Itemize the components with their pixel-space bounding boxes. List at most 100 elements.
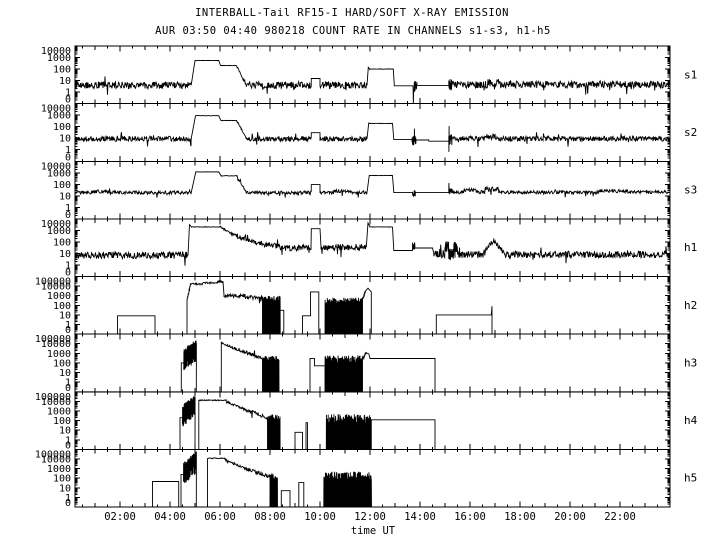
x-tick-label-1200: 12:00 (354, 511, 386, 523)
y-tick-label-s3: 1 (65, 203, 71, 214)
y-tick-label-s2: 1 (65, 145, 71, 156)
x-tick-label-0600: 06:00 (204, 511, 236, 523)
y-tick-label-h2: 1000 (47, 291, 71, 302)
channel-label-h5: h5 (684, 472, 697, 485)
y-tick-label-s1: 1000 (47, 53, 71, 64)
y-tick-label-h5: 100000 (35, 449, 71, 460)
y-tick-label-h4: 10000 (41, 397, 71, 408)
y-tick-label-h2: 10 (59, 310, 71, 321)
x-axis-title: time UT (351, 525, 396, 537)
y-tick-label-h3: 10 (59, 368, 71, 379)
y-tick-label-h4: 1 (65, 435, 71, 446)
x-tick-label-2200: 22:00 (604, 511, 636, 523)
y-tick-label-s1: 10000 (41, 46, 71, 57)
channel-label-h1: h1 (684, 241, 697, 254)
panel-frame-s1 (74, 45, 671, 105)
y-tick-label-h2: 100000 (35, 277, 71, 288)
y-tick-label-h3: 100000 (35, 334, 71, 345)
y-tick-label-h1: 10 (59, 249, 71, 260)
panel-ticks-s2 (75, 103, 670, 162)
x-tick-label-1800: 18:00 (504, 511, 536, 523)
y-tick-label-h1: 100 (53, 237, 71, 248)
channel-label-s2: s2 (684, 126, 697, 139)
y-tick-label-h5: 100 (53, 474, 71, 485)
y-tick-label-h3: 0 (65, 383, 71, 394)
y-tick-label-h3: 100 (53, 358, 71, 369)
y-tick-label-h2: 10000 (41, 282, 71, 293)
panel-ticks-h3 (75, 333, 670, 393)
y-tick-label-h3: 1 (65, 378, 71, 389)
y-tick-label-h5: 0 (65, 498, 71, 509)
series-h2 (75, 279, 669, 335)
x-axis-tick-labels: 02:00 04:00 06:00 08:00 10:00 12:00 14:00 16:00… (104, 511, 636, 523)
panel-ticks-h1 (75, 218, 670, 277)
panel-ticks-h5 (75, 448, 670, 508)
series-h3 (75, 340, 669, 393)
y-tick-label-s1: 100 (53, 65, 71, 76)
y-tick-label-s3: 100 (53, 180, 71, 191)
y-tick-label-s2: 100 (53, 122, 71, 133)
y-tick-label-s2: 10000 (41, 104, 71, 115)
y-tick-label-h2: 100 (53, 301, 71, 312)
y-tick-label-h4: 0 (65, 440, 71, 451)
series-s2 (74, 115, 669, 152)
y-tick-label-h2: 1 (65, 320, 71, 331)
panel-ticks-h4 (75, 391, 670, 450)
x-tick-label-2000: 20:00 (554, 511, 586, 523)
y-tick-label-h5: 1000 (47, 464, 71, 475)
y-tick-label-s3: 1000 (47, 168, 71, 179)
y-tick-label-s1: 10 (59, 76, 71, 87)
y-tick-label-s3: 10000 (41, 161, 71, 172)
y-tick-label-h3: 1000 (47, 349, 71, 360)
y-tick-label-h1: 0 (65, 268, 71, 279)
panel-ticks-s1 (75, 45, 670, 105)
x-tick-label-1400: 14:00 (404, 511, 436, 523)
y-tick-label-s2: 0 (65, 152, 71, 163)
y-tick-label-s2: 1000 (47, 111, 71, 122)
chart-subtitle: AUR 03:50 04:40 980218 COUNT RATE IN CHA… (155, 25, 551, 37)
y-tick-label-h1: 1 (65, 261, 71, 272)
panel-frame-h2 (74, 276, 671, 335)
y-tick-label-h4: 100 (53, 416, 71, 427)
y-tick-label-s3: 0 (65, 210, 71, 221)
series-s1 (74, 59, 670, 104)
panel-frame-s2 (74, 103, 671, 162)
panel-frame-h1 (74, 218, 671, 277)
series-h5 (75, 451, 669, 508)
y-tick-label-s1: 1 (65, 88, 71, 99)
x-tick-label-0400: 04:00 (154, 511, 186, 523)
x-tick-label-1600: 16:00 (454, 511, 486, 523)
x-tick-label-0800: 08:00 (254, 511, 286, 523)
channel-label-h4: h4 (684, 414, 698, 427)
panel-frame-h3 (74, 333, 671, 393)
y-tick-label-h3: 10000 (41, 339, 71, 350)
channel-label-s3: s3 (684, 184, 697, 197)
y-tick-label-h1: 10000 (41, 219, 71, 230)
y-tick-label-h4: 100000 (35, 392, 71, 403)
channel-label-s1: s1 (684, 68, 697, 81)
panel-frame-s3 (74, 160, 671, 220)
channel-label-h3: h3 (684, 356, 697, 369)
x-tick-label-0200: 02:00 (104, 511, 136, 523)
panel-ticks-h2 (75, 276, 670, 335)
panel-frame-h4 (74, 391, 671, 450)
series-s3 (75, 171, 669, 198)
channel-label-h2: h2 (684, 299, 697, 312)
panel-ticks-s3 (75, 160, 670, 220)
panel-frame-h5 (74, 448, 671, 508)
y-tick-label-s1: 0 (65, 95, 71, 106)
panel-area: 1000010001001010s11000010001001010s21000… (35, 45, 698, 509)
y-tick-label-h4: 10 (59, 426, 71, 437)
y-tick-label-h5: 10000 (41, 455, 71, 466)
y-tick-label-h2: 0 (65, 325, 71, 336)
y-tick-label-s3: 10 (59, 191, 71, 202)
series-h4 (75, 396, 669, 450)
